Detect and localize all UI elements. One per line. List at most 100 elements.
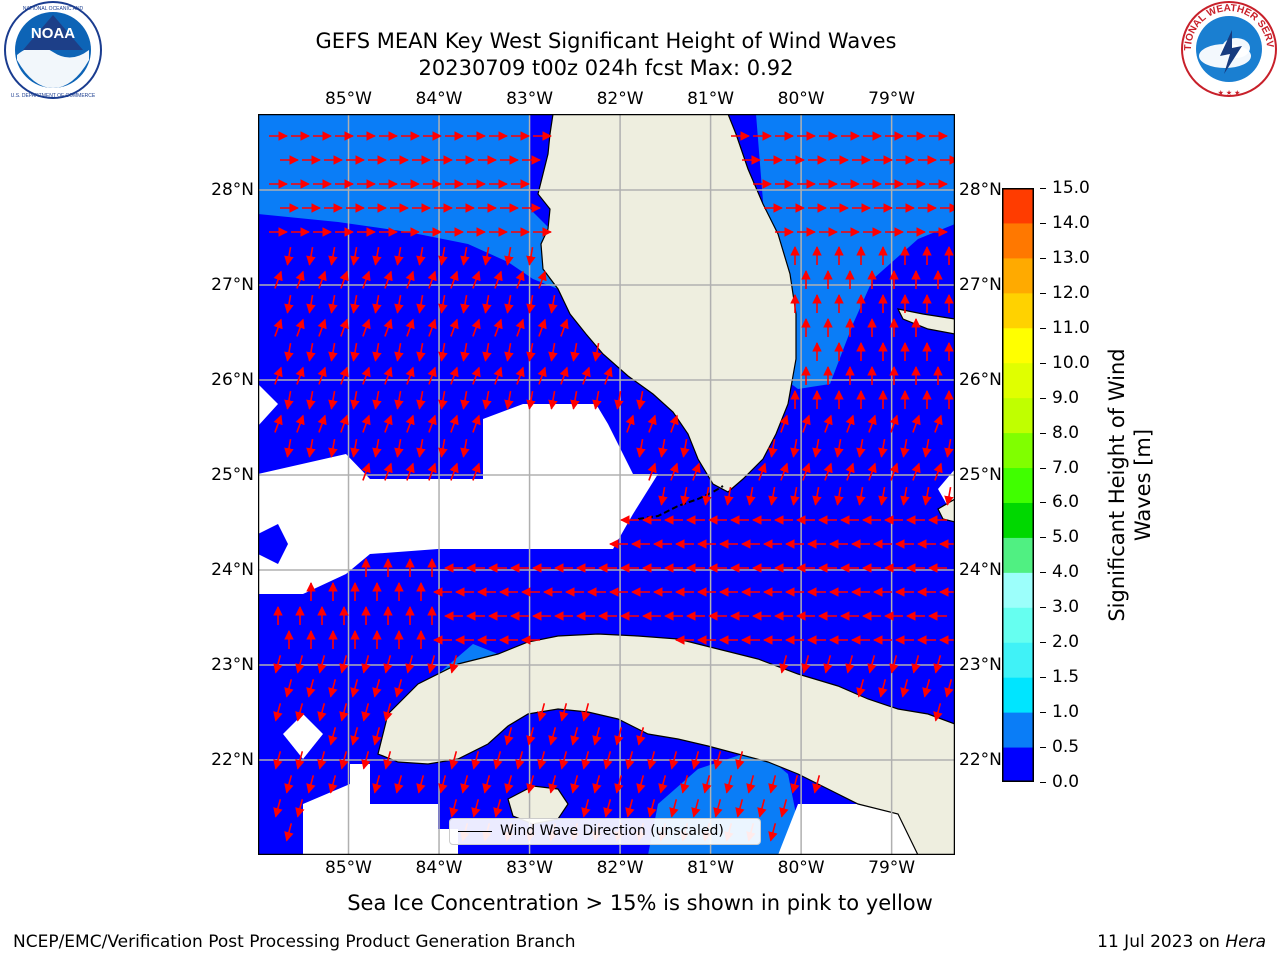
wave-direction-arrow (350, 246, 360, 266)
wave-direction-arrow (581, 799, 591, 818)
svg-text:U.S. DEPARTMENT OF COMMERCE: U.S. DEPARTMENT OF COMMERCE (11, 93, 96, 99)
wave-direction-arrow (328, 679, 338, 698)
wave-direction-arrow (482, 390, 492, 410)
wave-direction-arrow (537, 703, 547, 722)
colorbar-segment (1002, 188, 1034, 224)
wave-direction-arrow (372, 390, 382, 410)
longitude-tick-label: 85°W (325, 89, 372, 109)
colorbar-tick-mark (1040, 712, 1046, 714)
wave-direction-arrow (625, 799, 635, 818)
wave-direction-arrow (284, 342, 294, 362)
wave-direction-arrow (680, 438, 690, 458)
wave-direction-arrow (702, 775, 712, 794)
wave-direction-arrow (306, 246, 316, 266)
wave-direction-arrow (658, 438, 668, 458)
wave-direction-arrow (295, 703, 305, 722)
colorbar-segment (1002, 747, 1034, 782)
wave-direction-arrow (889, 655, 899, 674)
latitude-tick-label: 26°N (211, 370, 254, 390)
wave-direction-arrow (361, 366, 371, 385)
wave-direction-arrow (548, 342, 558, 362)
colorbar-tick-mark (1040, 572, 1046, 574)
wave-direction-arrow (284, 775, 294, 794)
wave-direction-arrow (416, 390, 426, 410)
longitude-tick-label: 83°W (506, 858, 554, 878)
wave-direction-arrow (427, 318, 437, 337)
wave-direction-arrow (548, 727, 558, 746)
national-weather-service-logo-icon: NATIONAL WEATHER SERVICE ★ ★ ★ (1180, 0, 1277, 97)
colorbar-tick-label: 1.5 (1052, 667, 1080, 688)
producer-credit: NCEP/EMC/Verification Post Processing Pr… (13, 932, 576, 952)
colorbar-tick-label: 11.0 (1052, 317, 1090, 338)
wave-direction-arrow (515, 270, 525, 289)
wave-direction-arrow (471, 414, 481, 433)
wave-direction-arrow (273, 366, 283, 385)
wave-direction-arrow (735, 799, 745, 818)
wave-direction-arrow (471, 751, 481, 770)
wave-direction-arrow (295, 414, 305, 433)
colorbar-tick-label: 8.0 (1052, 422, 1080, 443)
wave-direction-arrow (405, 414, 415, 433)
wave-direction-arrow (361, 655, 371, 674)
colorbar-label: Significant Height of Wind Waves [m] (1105, 348, 1155, 622)
wave-direction-arrow (372, 294, 382, 314)
colorbar-tick-label: 15.0 (1052, 178, 1090, 198)
wave-direction-arrow (647, 751, 657, 770)
wave-direction-arrow (867, 655, 877, 674)
wave-direction-arrow (339, 655, 349, 674)
wave-direction-arrow (339, 270, 349, 289)
wave-direction-arrow (548, 390, 558, 410)
wave-direction-arrow (614, 390, 624, 410)
colorbar-tick-mark (1040, 467, 1046, 469)
wave-direction-arrow (493, 270, 503, 289)
wave-direction-arrow (592, 775, 602, 794)
legend-line (458, 831, 492, 832)
wave-direction-arrow (383, 655, 393, 674)
wave-direction-arrow (449, 655, 459, 674)
wave-direction-arrow (680, 486, 690, 506)
wave-direction-arrow (570, 390, 580, 410)
wave-direction-arrow (823, 655, 833, 674)
longitude-tick-label: 79°W (868, 89, 916, 109)
wave-direction-arrow (669, 751, 679, 770)
wave-direction-arrow (482, 775, 492, 794)
longitude-tick-label: 81°W (687, 858, 735, 878)
no-data-region-left-diamond (258, 524, 288, 564)
wave-direction-arrow (350, 438, 360, 458)
colorbar-segment (1002, 642, 1034, 678)
wave-direction-arrow (394, 342, 404, 362)
wave-direction-arrow (900, 438, 910, 458)
wave-direction-arrow (383, 270, 393, 289)
no-data-region-south (303, 764, 458, 855)
svg-text:NATIONAL OCEANIC AND: NATIONAL OCEANIC AND (23, 6, 84, 12)
wave-direction-arrow (405, 462, 415, 481)
longitude-tick-label: 80°W (777, 89, 825, 109)
wave-direction-arrow (658, 775, 668, 794)
latitude-tick-label: 28°N (959, 180, 1002, 200)
wave-direction-arrow (790, 486, 800, 506)
wave-direction-arrow (812, 438, 822, 458)
colorbar-segment (1002, 712, 1034, 748)
noaa-logo-icon: NOAA NATIONAL OCEANIC AND U.S. DEPARTMEN… (4, 1, 102, 99)
wave-direction-arrow (790, 438, 800, 458)
wave-direction-arrow (449, 462, 459, 481)
wave-direction-arrow (350, 294, 360, 314)
wave-direction-arrow (504, 294, 514, 314)
wave-direction-arrow (284, 246, 294, 266)
colorbar-tick-mark (1040, 607, 1046, 609)
wave-direction-arrow (328, 775, 338, 794)
wave-direction-arrow (416, 294, 426, 314)
wave-direction-arrow (504, 342, 514, 362)
longitude-tick-label: 80°W (777, 858, 825, 878)
colorbar-tick-mark (1040, 432, 1046, 434)
wave-direction-arrow (603, 366, 613, 385)
wave-direction-arrow (427, 270, 437, 289)
latitude-tick-label: 23°N (211, 655, 254, 675)
latitude-tick-label: 23°N (959, 655, 1002, 675)
colorbar-tick-mark (1040, 642, 1046, 644)
wave-direction-arrow (339, 703, 349, 722)
colorbar-tick-label: 3.0 (1052, 597, 1080, 618)
wave-direction-arrow (526, 390, 536, 410)
land-cuba (377, 633, 955, 855)
wave-direction-arrow (548, 775, 558, 794)
